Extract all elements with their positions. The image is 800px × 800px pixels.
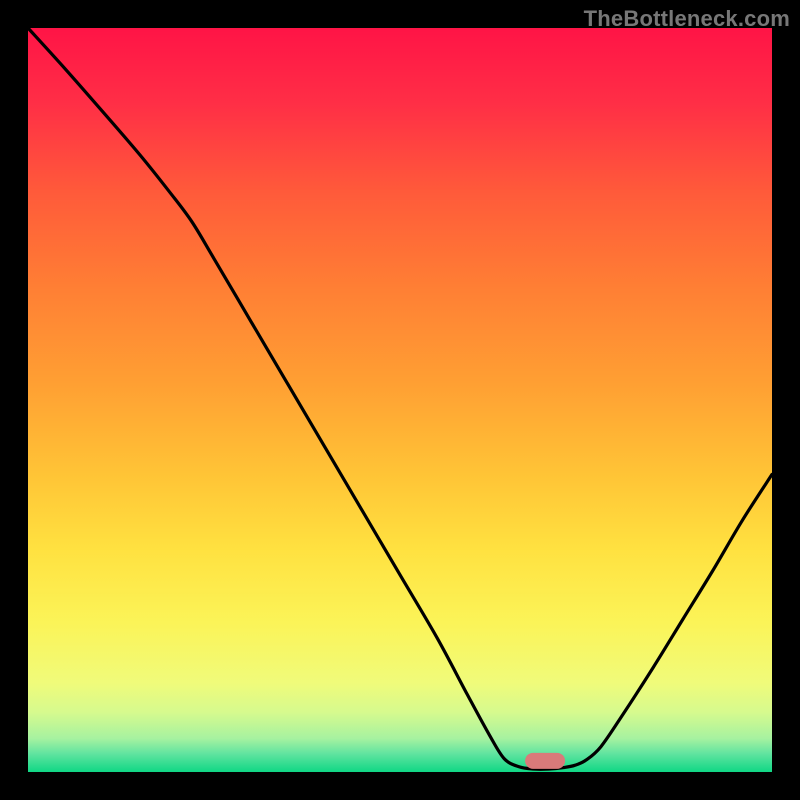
bottleneck-chart: [0, 0, 800, 800]
plot-area: [28, 28, 772, 772]
watermark-text: TheBottleneck.com: [584, 6, 790, 32]
optimal-marker: [525, 753, 565, 769]
